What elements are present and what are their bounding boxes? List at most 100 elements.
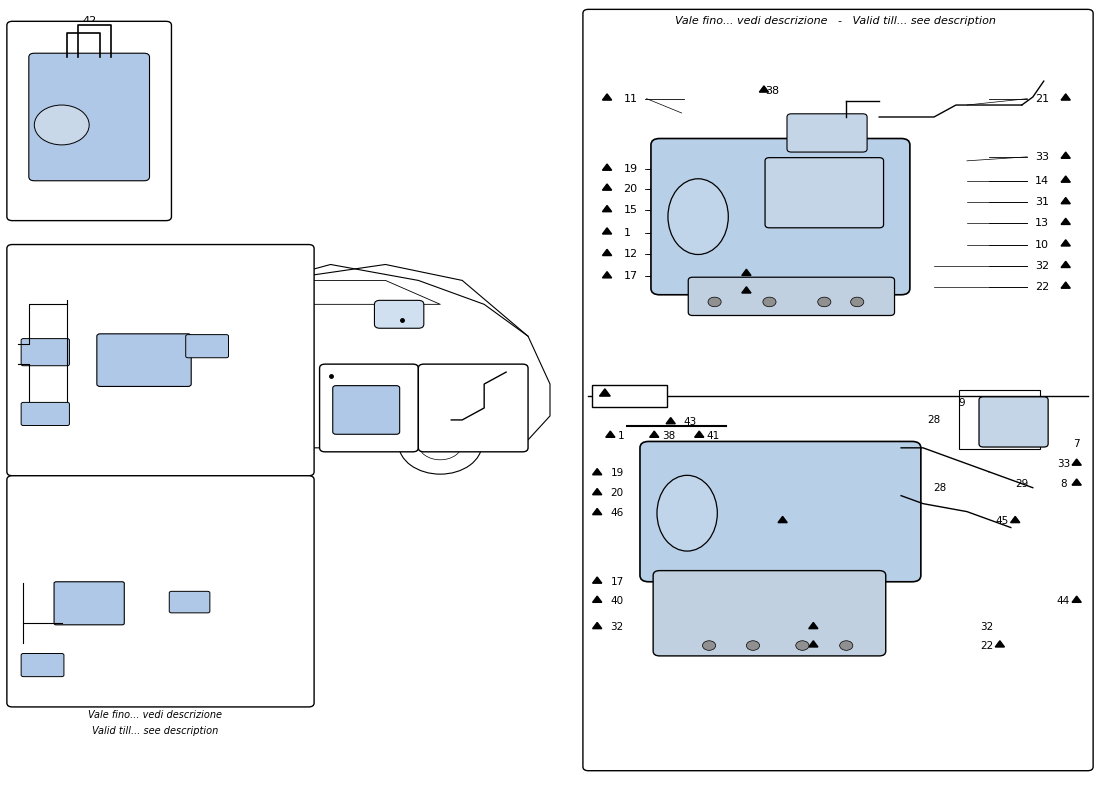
- Polygon shape: [741, 286, 751, 293]
- Polygon shape: [593, 596, 602, 602]
- Text: 34: 34: [23, 291, 35, 302]
- Polygon shape: [996, 641, 1004, 647]
- Polygon shape: [650, 431, 659, 438]
- FancyBboxPatch shape: [97, 334, 191, 386]
- Text: 7: 7: [1074, 439, 1080, 449]
- Text: 11: 11: [624, 94, 638, 104]
- Polygon shape: [593, 489, 602, 494]
- Text: 17: 17: [610, 577, 624, 586]
- FancyBboxPatch shape: [169, 591, 210, 613]
- Polygon shape: [1072, 459, 1081, 466]
- FancyBboxPatch shape: [7, 245, 315, 476]
- Text: 33: 33: [1057, 458, 1070, 469]
- Text: 2: 2: [31, 243, 37, 254]
- FancyBboxPatch shape: [979, 397, 1048, 447]
- FancyBboxPatch shape: [418, 364, 528, 452]
- Polygon shape: [667, 418, 675, 424]
- Text: 18: 18: [793, 641, 806, 650]
- Text: 6: 6: [508, 413, 515, 422]
- Text: 12: 12: [624, 249, 638, 259]
- Text: 41: 41: [707, 431, 721, 441]
- Polygon shape: [694, 431, 704, 438]
- Text: 3: 3: [25, 546, 32, 557]
- Polygon shape: [808, 622, 818, 629]
- Polygon shape: [606, 431, 615, 438]
- Polygon shape: [1062, 218, 1070, 225]
- Polygon shape: [593, 469, 602, 474]
- Text: 20: 20: [624, 184, 638, 194]
- Text: 4: 4: [91, 670, 98, 680]
- Text: 33: 33: [1035, 152, 1049, 162]
- Text: 5: 5: [97, 335, 103, 346]
- FancyBboxPatch shape: [653, 570, 886, 656]
- Polygon shape: [603, 164, 612, 170]
- Text: 1: 1: [624, 227, 630, 238]
- Text: 10: 10: [1035, 239, 1049, 250]
- FancyBboxPatch shape: [766, 158, 883, 228]
- Polygon shape: [1062, 282, 1070, 288]
- Text: 28: 28: [933, 482, 946, 493]
- Circle shape: [763, 297, 776, 306]
- Polygon shape: [1062, 176, 1070, 182]
- Text: 17: 17: [624, 271, 638, 282]
- FancyBboxPatch shape: [21, 338, 69, 366]
- Text: 32: 32: [1035, 261, 1049, 271]
- Text: 25: 25: [82, 251, 96, 262]
- Circle shape: [839, 641, 853, 650]
- Polygon shape: [593, 577, 602, 583]
- Polygon shape: [1072, 479, 1081, 485]
- Polygon shape: [778, 516, 788, 522]
- Text: 8: 8: [1060, 478, 1067, 489]
- Text: 42: 42: [82, 16, 97, 26]
- Text: 28: 28: [927, 415, 940, 425]
- Polygon shape: [603, 94, 612, 100]
- Text: 31: 31: [1035, 198, 1049, 207]
- Text: 16: 16: [793, 622, 806, 632]
- Circle shape: [747, 641, 760, 650]
- Circle shape: [34, 105, 89, 145]
- Text: 3: 3: [218, 327, 224, 338]
- Text: 36: 36: [362, 391, 375, 401]
- Text: 24: 24: [182, 590, 194, 600]
- Text: 35: 35: [182, 403, 194, 413]
- FancyBboxPatch shape: [186, 334, 229, 358]
- Circle shape: [817, 297, 830, 306]
- Text: 9: 9: [958, 398, 965, 408]
- Polygon shape: [759, 86, 769, 92]
- Polygon shape: [603, 272, 612, 278]
- Text: 14: 14: [1035, 176, 1049, 186]
- Text: 32: 32: [980, 622, 993, 632]
- Text: 33: 33: [784, 516, 798, 526]
- Polygon shape: [741, 270, 751, 275]
- Text: 38: 38: [662, 431, 675, 441]
- Text: 30: 30: [182, 574, 194, 584]
- Text: 38: 38: [766, 86, 780, 96]
- Polygon shape: [603, 250, 612, 255]
- FancyBboxPatch shape: [21, 654, 64, 677]
- FancyBboxPatch shape: [7, 476, 315, 707]
- Text: 16: 16: [749, 269, 763, 279]
- Polygon shape: [1011, 516, 1020, 522]
- Text: 30: 30: [214, 295, 227, 306]
- Text: 22: 22: [1035, 282, 1049, 292]
- FancyBboxPatch shape: [689, 278, 894, 315]
- Text: Valid till... see description: Valid till... see description: [92, 726, 218, 736]
- Polygon shape: [603, 184, 612, 190]
- Text: 29: 29: [1015, 478, 1028, 489]
- Text: 21: 21: [1035, 94, 1049, 104]
- Polygon shape: [603, 206, 612, 212]
- Polygon shape: [1062, 262, 1070, 267]
- FancyBboxPatch shape: [592, 385, 668, 407]
- Text: Vale fino... vedi descrizione   -   Valid till... see description: Vale fino... vedi descrizione - Valid ti…: [674, 16, 996, 26]
- Text: 27: 27: [202, 375, 217, 385]
- Ellipse shape: [668, 178, 728, 254]
- Circle shape: [708, 297, 722, 306]
- Polygon shape: [808, 641, 818, 647]
- Text: parts sincar: parts sincar: [661, 325, 922, 363]
- Text: 46: 46: [610, 508, 624, 518]
- Text: 44: 44: [1057, 596, 1070, 606]
- FancyBboxPatch shape: [21, 402, 69, 426]
- FancyBboxPatch shape: [54, 582, 124, 625]
- Text: Vale fino... vedi descrizione: Vale fino... vedi descrizione: [88, 710, 222, 720]
- FancyBboxPatch shape: [374, 300, 424, 328]
